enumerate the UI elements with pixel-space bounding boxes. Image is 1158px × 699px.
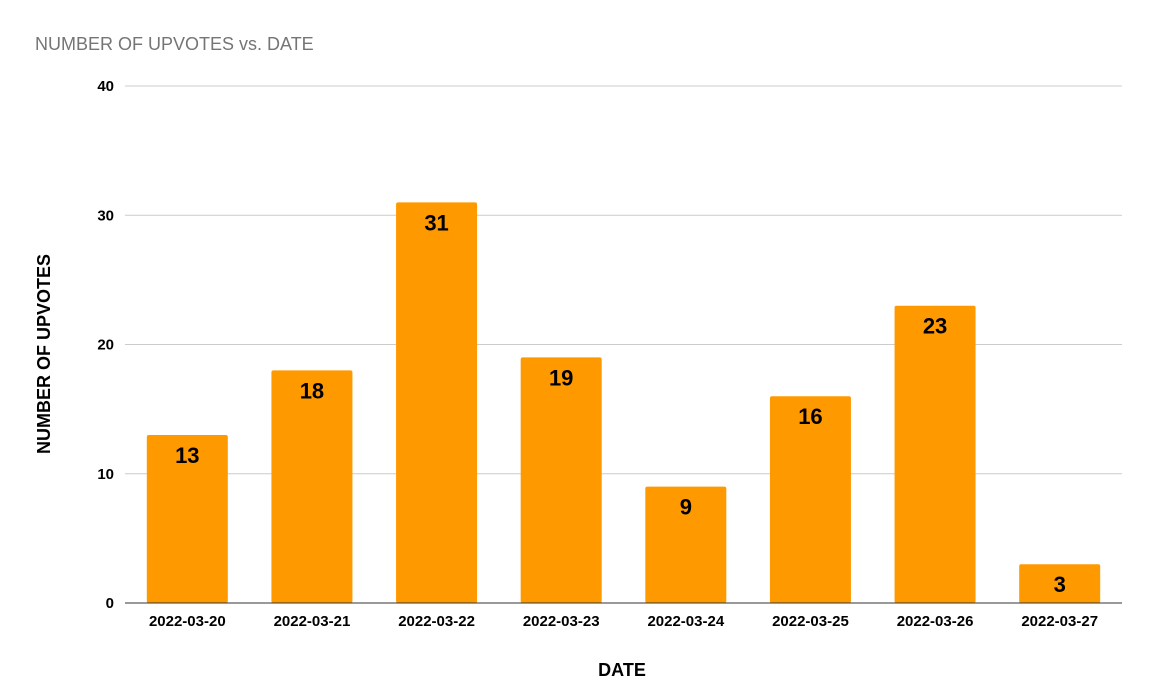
x-tick-label: 2022-03-22	[398, 613, 475, 630]
x-axis-ticks: 2022-03-20 2022-03-21 2022-03-22 2022-03-23…	[149, 613, 1098, 630]
bars	[146, 202, 1101, 603]
y-tick-label: 40	[97, 78, 114, 95]
x-tick-label: 2022-03-27	[1021, 613, 1098, 630]
x-tick-label: 2022-03-26	[897, 613, 974, 630]
y-axis-title: NUMBER OF UPVOTES	[34, 254, 54, 454]
y-tick-label: 10	[97, 466, 114, 483]
data-labels: 13 18 31 19 9 16 23 3	[175, 210, 1066, 597]
data-label-2022-03-21: 18	[300, 378, 324, 403]
data-label-2022-03-24: 9	[680, 495, 692, 520]
y-axis-ticks: 0 10 20 30 40	[97, 78, 114, 612]
bar-2022-03-23	[520, 357, 602, 603]
chart-title: NUMBER OF UPVOTES vs. DATE	[35, 34, 314, 54]
x-axis-title: DATE	[598, 660, 646, 680]
bar-2022-03-24	[645, 486, 727, 603]
y-tick-label: 0	[106, 595, 114, 612]
data-label-2022-03-25: 16	[798, 404, 822, 429]
y-tick-label: 30	[97, 207, 114, 224]
bar-2022-03-25	[769, 396, 851, 603]
x-tick-label: 2022-03-23	[523, 613, 600, 630]
data-label-2022-03-22: 31	[424, 210, 448, 235]
bar-2022-03-27	[1019, 564, 1101, 603]
data-label-2022-03-27: 3	[1054, 572, 1066, 597]
data-label-2022-03-23: 19	[549, 365, 573, 390]
data-label-2022-03-20: 13	[175, 443, 199, 468]
x-tick-label: 2022-03-21	[274, 613, 351, 630]
x-tick-label: 2022-03-25	[772, 613, 849, 630]
data-label-2022-03-26: 23	[923, 314, 947, 339]
y-tick-label: 20	[97, 337, 114, 354]
bar-2022-03-20	[146, 434, 228, 603]
bar-2022-03-21	[271, 370, 353, 603]
bar-2022-03-26	[894, 305, 976, 603]
bar-2022-03-22	[396, 202, 478, 603]
x-tick-label: 2022-03-24	[647, 613, 724, 630]
x-tick-label: 2022-03-20	[149, 613, 226, 630]
